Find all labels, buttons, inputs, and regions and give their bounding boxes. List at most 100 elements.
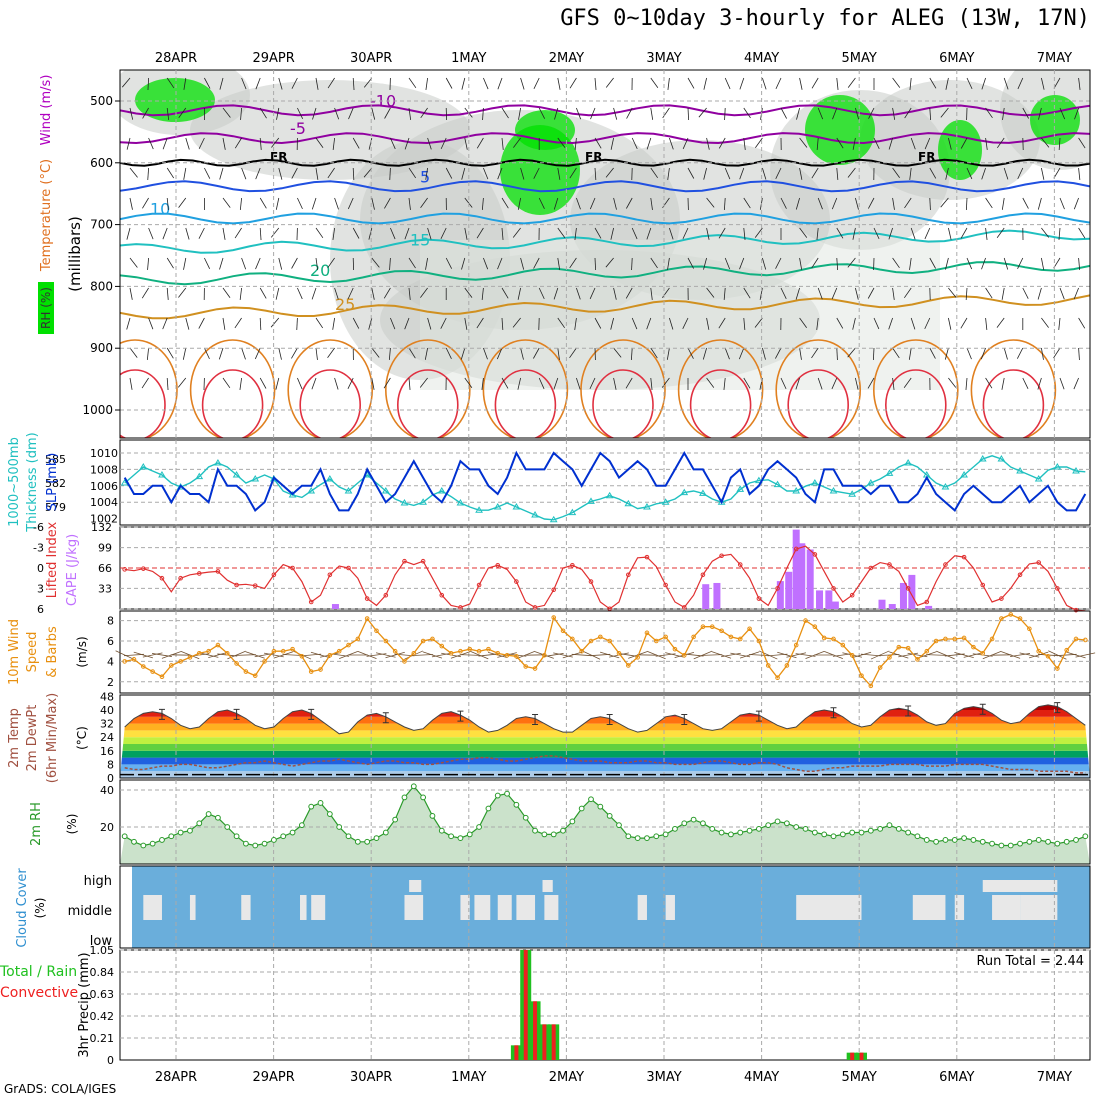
rh-point [494, 792, 501, 799]
wind-barb-10m [851, 651, 872, 659]
cape-bar [702, 584, 710, 609]
wind-barb [594, 77, 597, 90]
wind-barb [383, 287, 391, 299]
thickness-point [997, 455, 1006, 462]
wind-speed-point [532, 666, 538, 671]
wind-barb [219, 257, 224, 270]
wind-speed-point [504, 652, 510, 658]
wind-barb [427, 137, 432, 150]
wind-barb [166, 287, 169, 300]
wind-barb [147, 167, 149, 180]
rh-point [1054, 840, 1061, 847]
rh-point [606, 813, 613, 819]
rh-point [121, 833, 128, 840]
wind-barb [241, 167, 247, 180]
cloud-block [542, 880, 553, 892]
wind-barb [178, 107, 187, 118]
wind-barb [218, 347, 224, 360]
wind-speed-point [280, 648, 286, 654]
rh-point [513, 801, 520, 808]
wind-speed-point [327, 652, 333, 658]
wind-barb-10m [553, 652, 573, 658]
wind-speed-point [765, 663, 771, 668]
wind-barb [743, 227, 746, 240]
wind-barb [1041, 137, 1050, 148]
wind-barb [738, 347, 745, 360]
rh-point [401, 794, 408, 801]
wind-barb [613, 287, 617, 300]
wind-barb-10m [1001, 651, 1021, 659]
wind-barb [182, 347, 187, 360]
bottom-date-label: 3MAY [646, 1070, 681, 1085]
thickness-series-line [124, 455, 1086, 521]
rh-point [774, 818, 781, 825]
wind-barb [501, 137, 504, 150]
lifted-point [178, 575, 183, 581]
precip-convective-bar [542, 1024, 547, 1060]
wind-speed-point [719, 628, 724, 634]
wind-barb [574, 317, 577, 330]
cloud-level-label: high [84, 874, 112, 889]
bottom-date-label: 28APR [155, 1070, 197, 1085]
wind-barb-10m [748, 654, 769, 656]
rh-point [821, 831, 828, 838]
wind-barb [1022, 107, 1029, 119]
wind-barb [706, 377, 715, 388]
lifted-point [439, 592, 445, 598]
wind-barb [1003, 347, 1008, 360]
cape-tick-label: 66 [98, 562, 112, 575]
wind-barb [371, 377, 375, 390]
wind-speed-point [887, 655, 892, 660]
wind-barb [739, 167, 745, 180]
minmax-legend-label: (6hr Min/Max) [45, 693, 60, 783]
wind-barb [569, 347, 577, 359]
wind-barb [1078, 167, 1081, 180]
thickness-point [288, 491, 297, 498]
wind-barb [275, 287, 280, 300]
temp-minmax-marker [830, 707, 837, 719]
rh-point [839, 831, 846, 838]
wind-barb [706, 317, 710, 330]
wind-barb [371, 347, 380, 358]
wind-speed-point [215, 642, 221, 648]
precip-convective-bar [551, 1024, 556, 1060]
top-date-label: 7MAY [1037, 51, 1072, 66]
wind-barb [275, 197, 280, 210]
wind-barb [481, 197, 484, 210]
wind-barb [724, 167, 731, 180]
rh-point [951, 837, 958, 843]
thickness-point [419, 498, 428, 505]
thickness-point [1034, 475, 1043, 482]
wind-barb-10m [777, 651, 797, 659]
wind-tick-label: 4 [107, 655, 114, 668]
wind-speed-point [402, 659, 407, 664]
wind-speed-point [355, 636, 361, 642]
cloud-block [912, 895, 946, 920]
rh-point [196, 820, 203, 827]
wind-speed-point [644, 630, 650, 636]
rh-point [485, 805, 492, 812]
wind-barb [440, 227, 447, 239]
cloud-block [1020, 895, 1058, 920]
thickness-point [232, 471, 241, 478]
wind-barb [538, 377, 545, 390]
wind-barb-10m [739, 651, 760, 659]
wind-barb [445, 77, 453, 89]
wind-barb [389, 167, 391, 181]
wind-barb [383, 377, 391, 389]
wind-barb [811, 257, 819, 269]
cape-bar [899, 582, 907, 609]
wind-barb [557, 347, 560, 360]
rh-point [289, 829, 296, 836]
wind-barb [1022, 197, 1029, 209]
wind-barb [589, 377, 596, 390]
wind-barb [817, 377, 823, 390]
wind-barb [811, 167, 819, 179]
wind-barb [626, 197, 633, 209]
wind-speed-point [803, 618, 808, 623]
wind-barb-10m [366, 653, 387, 657]
wind-barb [661, 377, 670, 388]
wind-barb [605, 167, 614, 178]
wind-barb [141, 377, 149, 389]
wind-speed-point [905, 645, 911, 651]
